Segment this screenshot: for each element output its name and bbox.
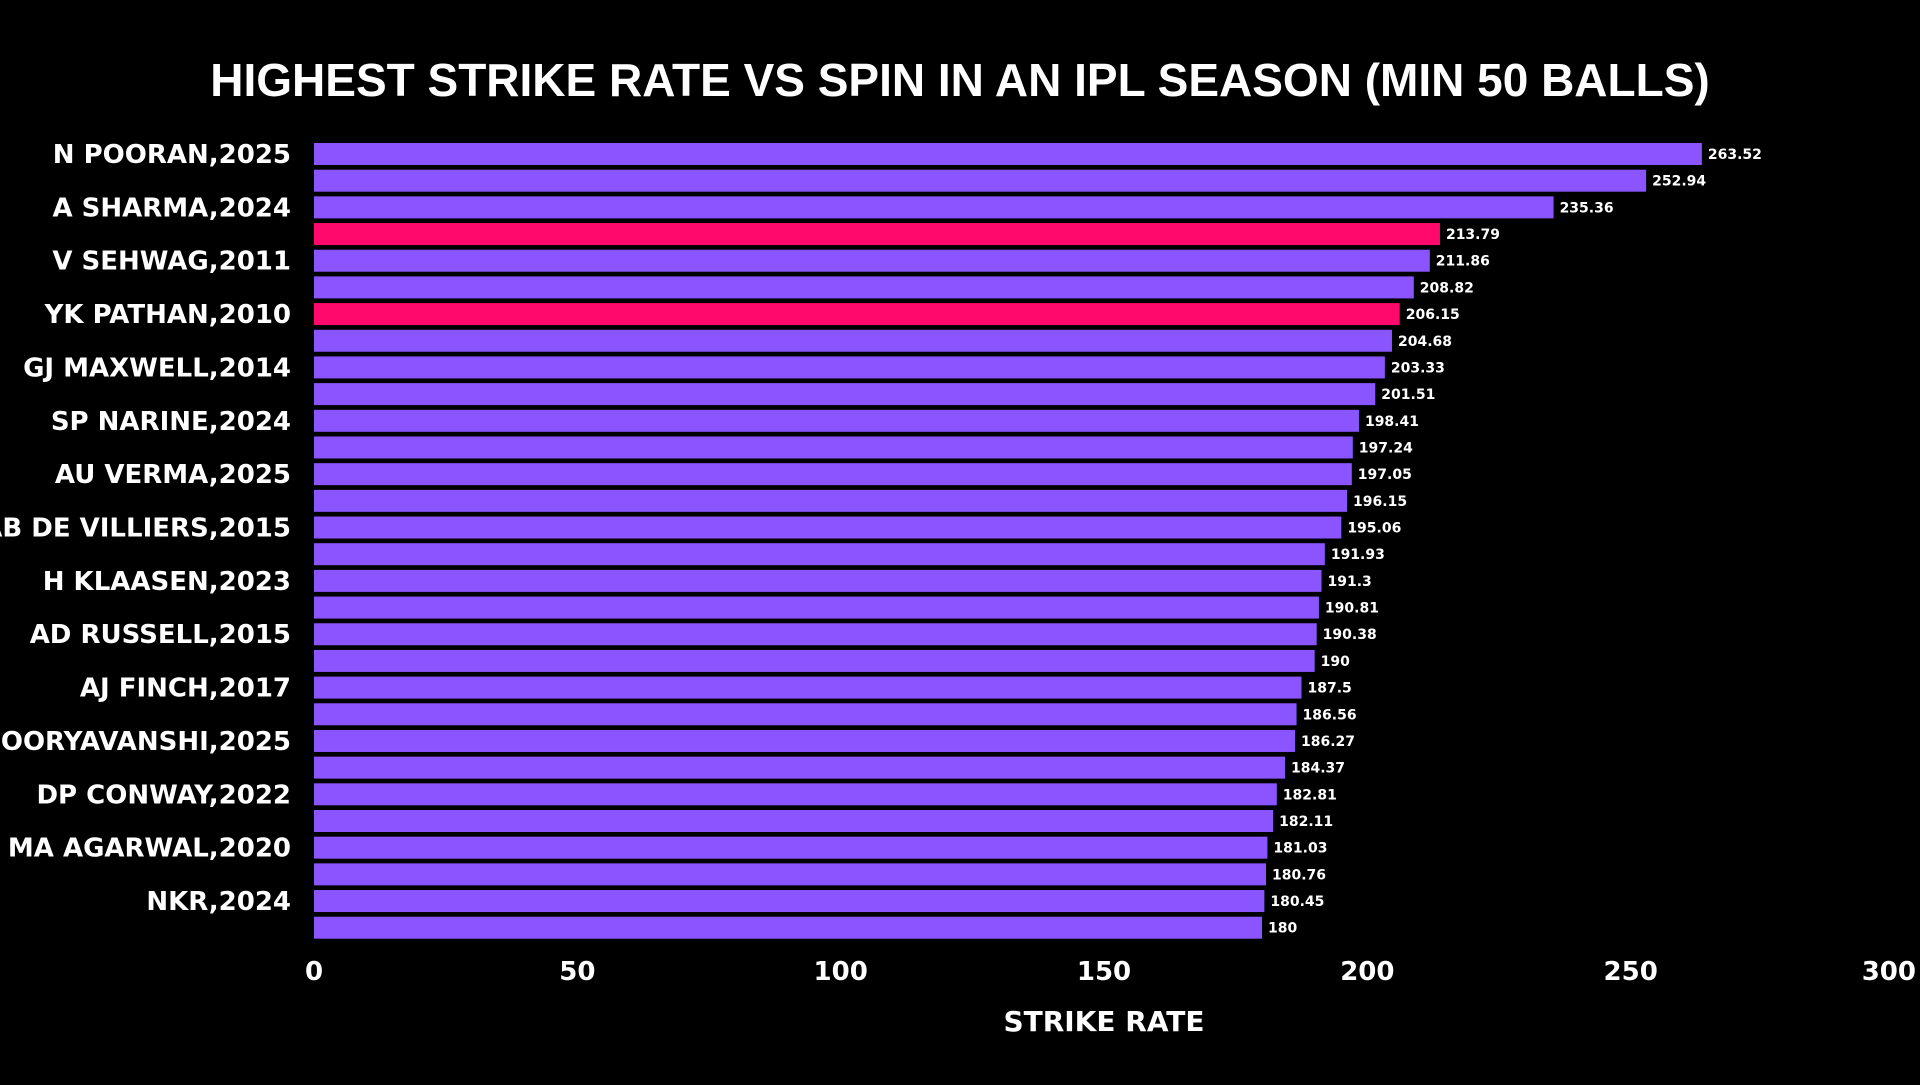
data-label: 206.15	[1406, 307, 1460, 323]
bar	[314, 596, 1319, 619]
y-axis-label: H KLAASEN,2023	[43, 567, 291, 597]
bar	[314, 729, 1296, 752]
data-label: 203.33	[1391, 360, 1445, 376]
bar	[314, 436, 1353, 459]
bar	[314, 703, 1297, 726]
y-axis-label: AB DE VILLIERS,2015	[0, 514, 291, 544]
data-label: 190.38	[1323, 627, 1377, 643]
bar	[314, 276, 1414, 299]
x-tick-label: 150	[1077, 957, 1131, 987]
bar	[314, 356, 1385, 379]
data-label: 263.52	[1708, 147, 1762, 163]
y-axis-label: A SHARMA,2024	[52, 193, 291, 223]
bar	[314, 783, 1277, 806]
data-label: 191.3	[1328, 574, 1372, 590]
bars-layer	[314, 143, 1702, 939]
data-label: 180	[1268, 921, 1297, 937]
bar	[314, 143, 1702, 165]
y-labels-layer: N POORAN,2025 A SHARMA,2024 V SEHWAG,2011 Y…	[0, 140, 291, 917]
y-axis-label: AJ FINCH,2017	[80, 674, 291, 704]
data-label: 186.27	[1301, 734, 1355, 750]
data-label: 182.11	[1279, 814, 1333, 830]
bar	[314, 516, 1342, 539]
chart-title: HIGHEST STRIKE RATE VS SPIN IN AN IPL SE…	[210, 54, 1709, 106]
bar	[314, 569, 1322, 592]
x-ticks-layer: 0 50 100 150 200 250 300	[305, 957, 1916, 987]
bar	[314, 169, 1647, 192]
y-axis-label: GJ MAXWELL,2014	[23, 353, 291, 383]
data-label: 211.86	[1436, 254, 1490, 270]
y-axis-label: AD RUSSELL,2015	[30, 620, 291, 650]
y-axis-label: MA AGARWAL,2020	[8, 834, 291, 864]
data-label: 235.36	[1560, 200, 1614, 216]
y-axis-label: NKR,2024	[146, 887, 291, 917]
bar	[314, 383, 1376, 406]
data-label: 190	[1321, 654, 1350, 670]
data-label: 208.82	[1420, 280, 1474, 296]
data-label: 195.06	[1347, 521, 1401, 537]
bar	[314, 863, 1267, 886]
bar	[314, 810, 1274, 832]
bar	[314, 676, 1302, 699]
bar	[314, 543, 1325, 566]
bar	[314, 649, 1315, 672]
data-label: 180.76	[1272, 867, 1326, 883]
bar	[314, 489, 1348, 512]
data-label: 252.94	[1652, 174, 1706, 190]
y-axis-label: AU VERMA,2025	[55, 460, 291, 490]
data-label: 196.15	[1353, 494, 1407, 510]
data-label: 201.51	[1381, 387, 1435, 403]
data-label: 198.41	[1365, 414, 1419, 430]
y-axis-label: N POORAN,2025	[53, 140, 291, 170]
bar	[314, 303, 1400, 326]
data-label: 213.79	[1446, 227, 1500, 243]
data-label: 184.37	[1291, 761, 1345, 777]
data-label: 197.05	[1358, 467, 1412, 483]
bar	[314, 249, 1430, 272]
data-label: 190.81	[1325, 601, 1379, 617]
x-tick-label: 200	[1340, 957, 1394, 987]
bar	[314, 409, 1359, 432]
bar	[314, 916, 1262, 939]
bar	[314, 329, 1392, 352]
data-label: 191.93	[1331, 547, 1385, 563]
bar	[314, 463, 1352, 486]
data-label: 204.68	[1398, 334, 1452, 350]
x-tick-label: 250	[1604, 957, 1658, 987]
bar	[314, 756, 1286, 779]
bar	[314, 623, 1317, 646]
x-tick-label: 300	[1862, 957, 1916, 987]
x-tick-label: 100	[814, 957, 868, 987]
bar	[314, 836, 1268, 859]
data-label: 182.81	[1283, 787, 1337, 803]
bar	[314, 223, 1440, 246]
y-axis-label: DP CONWAY,2022	[36, 780, 291, 810]
data-label: 187.5	[1308, 681, 1352, 697]
y-axis-label: YK PATHAN,2010	[44, 300, 291, 330]
y-axis-label: V SOORYAVANSHI,2025	[0, 727, 291, 757]
bar	[314, 196, 1554, 219]
y-axis-label: SP NARINE,2024	[51, 407, 291, 437]
data-label: 197.24	[1359, 440, 1413, 456]
y-axis-label: V SEHWAG,2011	[52, 247, 291, 277]
x-tick-label: 50	[559, 957, 595, 987]
x-tick-label: 0	[305, 957, 323, 987]
x-axis-label: STRIKE RATE	[1003, 1005, 1204, 1038]
data-label: 181.03	[1273, 841, 1327, 857]
bar	[314, 890, 1265, 913]
data-label: 186.56	[1303, 707, 1357, 723]
data-label: 180.45	[1270, 894, 1324, 910]
